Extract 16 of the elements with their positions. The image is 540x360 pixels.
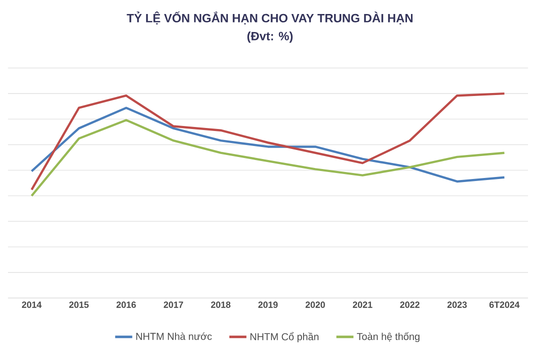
x-tick-label: 2018 [211,302,230,308]
x-tick-label: 2022 [400,302,420,308]
x-tick-label: 6T2024 [489,302,520,308]
x-tick-label: 2015 [69,302,89,308]
x-tick-label: 2014 [22,302,42,308]
legend-label: NHTM Nhà nước [136,332,212,340]
chart-subtitle: (Đvt: %) [247,32,293,43]
chart-title: TỶ LỆ VỐN NGẮN HẠN CHO VAY TRUNG DÀI HẠN [126,12,413,24]
x-tick-label: 2023 [447,302,467,308]
legend-label: Toàn hệ thống [356,332,420,342]
x-tick-label: 2021 [352,302,372,308]
x-tick-label: 2019 [258,302,278,308]
x-tick-label: 2016 [116,302,136,308]
legend-label: NHTM Cổ phần [250,332,318,342]
x-tick-label: 2017 [164,302,184,308]
x-tick-label: 2020 [306,302,325,308]
